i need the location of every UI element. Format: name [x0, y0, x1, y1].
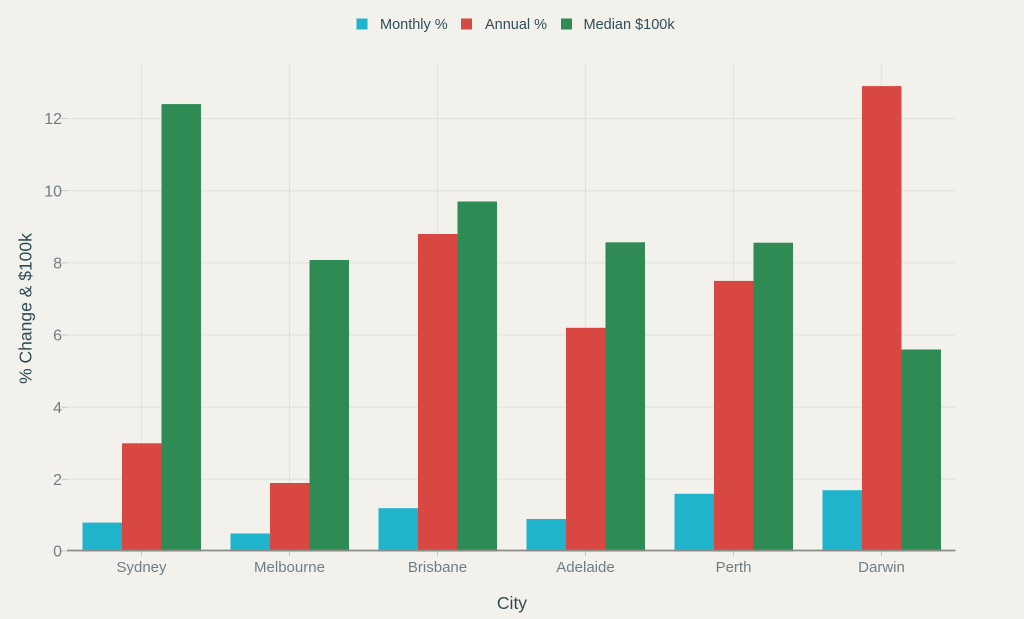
- svg-text:12: 12: [44, 111, 62, 128]
- svg-text:Median $100k: Median $100k: [584, 17, 676, 33]
- svg-text:City: City: [497, 593, 527, 613]
- svg-text:Annual %: Annual %: [485, 17, 547, 33]
- svg-text:2: 2: [53, 472, 62, 489]
- svg-text:0: 0: [53, 544, 62, 561]
- svg-text:Sydney: Sydney: [116, 559, 167, 576]
- svg-text:Perth: Perth: [716, 559, 752, 576]
- svg-text:Melbourne: Melbourne: [254, 559, 325, 576]
- svg-text:4: 4: [53, 400, 62, 417]
- svg-text:6: 6: [53, 328, 62, 345]
- svg-text:8: 8: [53, 256, 62, 273]
- svg-text:Monthly %: Monthly %: [380, 17, 448, 33]
- svg-text:10: 10: [44, 183, 62, 200]
- svg-text:Adelaide: Adelaide: [556, 559, 614, 576]
- svg-text:Darwin: Darwin: [858, 559, 905, 576]
- svg-text:% Change & $100k: % Change & $100k: [16, 233, 36, 384]
- svg-text:Brisbane: Brisbane: [408, 559, 467, 576]
